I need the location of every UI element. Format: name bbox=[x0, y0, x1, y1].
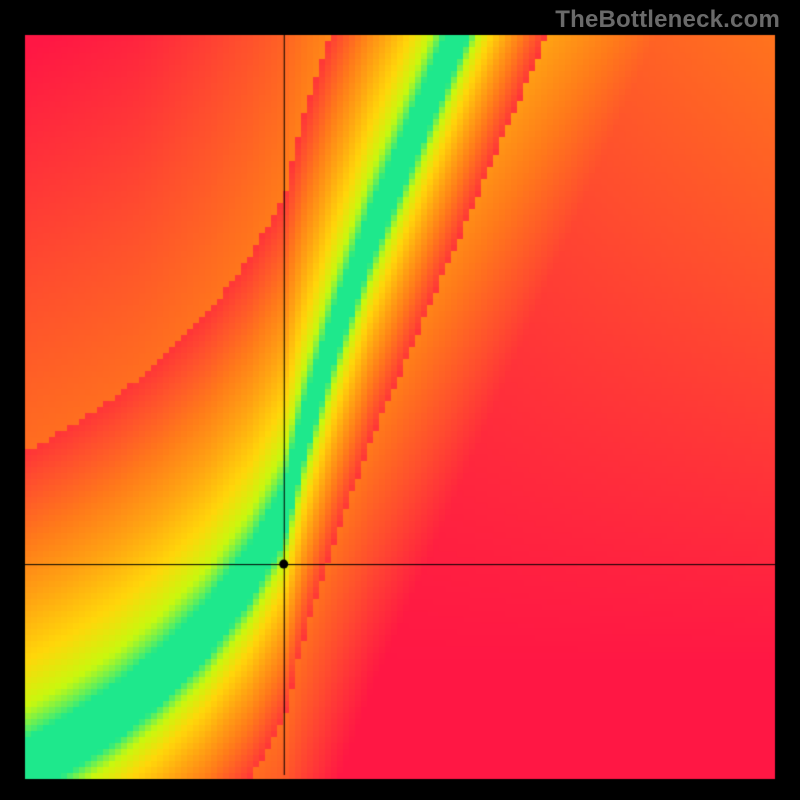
bottleneck-heatmap bbox=[0, 0, 800, 800]
watermark-label: TheBottleneck.com bbox=[555, 6, 780, 34]
chart-container: TheBottleneck.com bbox=[0, 0, 800, 800]
